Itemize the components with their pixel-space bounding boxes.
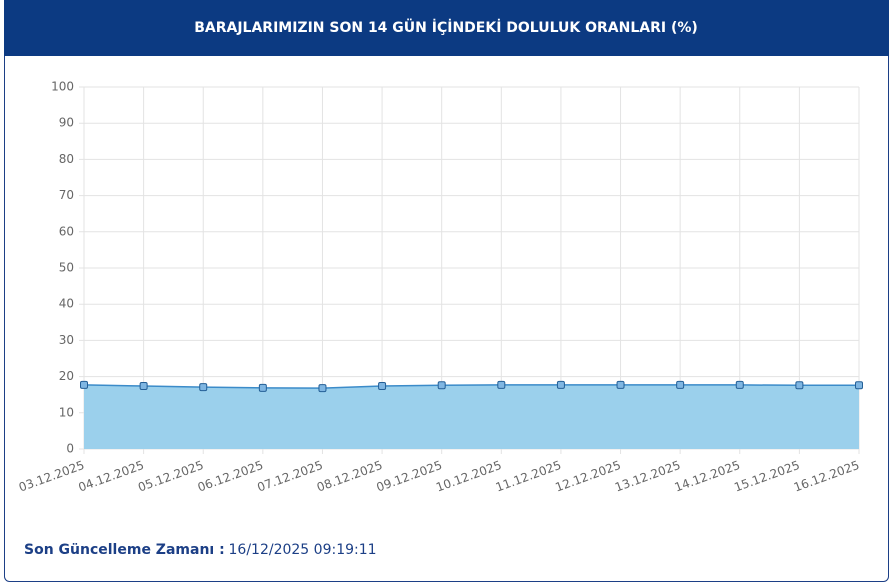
point	[556, 380, 565, 389]
header	[4, 0, 889, 56]
point	[80, 380, 88, 389]
point	[378, 382, 387, 391]
y-tick-label: 0	[66, 442, 74, 456]
point	[735, 380, 744, 389]
point	[795, 381, 804, 390]
area	[84, 384, 859, 449]
footer: Son Güncelleme Zamanı : 16/12/2025 09:19…	[24, 542, 377, 558]
point	[437, 381, 446, 390]
y-tick-label: 100	[51, 80, 74, 94]
y-tick-label: 70	[59, 188, 74, 202]
footer-label: Son Güncelleme Zamanı :	[24, 542, 225, 558]
point	[318, 384, 327, 393]
point	[616, 380, 625, 389]
y-tick-label: 30	[59, 333, 74, 347]
line	[83, 384, 859, 389]
y-tick-label: 80	[59, 152, 74, 166]
point	[258, 383, 267, 392]
footer-value: 16/12/2025 09:19:11	[229, 542, 377, 558]
y-tick-label: 40	[59, 297, 74, 311]
y-tick-label: 90	[59, 116, 74, 130]
card	[4, 0, 889, 582]
point	[139, 382, 148, 391]
point	[855, 381, 863, 390]
y-tick-label: 10	[59, 405, 74, 419]
point	[199, 383, 208, 392]
chart-title: BARAJLARIMIZIN SON 14 GÜN İÇİNDEKİ DOLUL…	[194, 18, 698, 36]
y-tick-label: 20	[59, 369, 74, 383]
y-tick-label: 50	[59, 261, 74, 275]
point	[676, 380, 685, 389]
point	[497, 380, 506, 389]
y-tick-label: 60	[59, 224, 74, 238]
